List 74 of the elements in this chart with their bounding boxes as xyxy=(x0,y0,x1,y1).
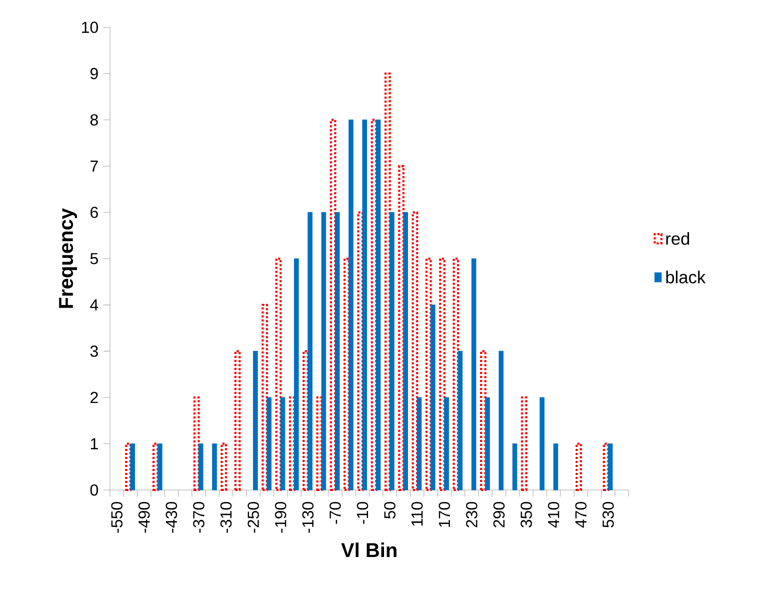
bar xyxy=(334,212,340,490)
bar xyxy=(430,304,436,490)
bar xyxy=(362,120,368,490)
y-tick-label: 7 xyxy=(90,160,98,172)
bar xyxy=(416,397,422,490)
x-tick-label: -130 xyxy=(302,502,314,533)
bar xyxy=(220,442,228,492)
bar xyxy=(262,304,268,492)
x-tick-label: -430 xyxy=(166,502,178,533)
x-tick-label: 530 xyxy=(602,502,614,528)
y-tick-label: 6 xyxy=(90,206,98,218)
bar xyxy=(212,443,217,490)
bar xyxy=(471,258,476,490)
bar xyxy=(398,165,405,492)
y-tick-label: 3 xyxy=(90,346,98,357)
bar xyxy=(384,72,391,492)
bar xyxy=(403,212,408,490)
bar xyxy=(280,397,286,490)
bar xyxy=(348,120,354,490)
y-tick-label: 5 xyxy=(90,253,98,264)
bar xyxy=(512,443,518,490)
bar xyxy=(444,397,449,490)
y-tick-label: 10 xyxy=(82,22,98,33)
bar xyxy=(266,397,272,490)
x-tick-label: -490 xyxy=(138,502,150,533)
bar xyxy=(376,120,381,490)
y-tick-label: 2 xyxy=(90,392,98,404)
x-tick-label: -310 xyxy=(220,502,232,533)
bar xyxy=(540,397,544,490)
bar xyxy=(193,396,200,492)
bar xyxy=(390,212,394,490)
x-tick-label: 410 xyxy=(548,502,560,528)
bar xyxy=(308,212,312,490)
bar xyxy=(234,350,241,492)
x-tick-label: 470 xyxy=(575,502,587,528)
bar xyxy=(576,442,582,492)
y-tick-label: 0 xyxy=(90,484,98,496)
x-tick-label: -70 xyxy=(330,502,341,524)
x-tick-label: -10 xyxy=(356,502,368,524)
x-tick-label: 170 xyxy=(438,502,450,527)
bar xyxy=(458,350,463,490)
x-tick-label: -550 xyxy=(111,502,122,533)
bar xyxy=(520,396,528,492)
bar xyxy=(439,258,446,492)
legend-label: red xyxy=(666,232,690,245)
y-axis-title: Frequency xyxy=(59,208,77,308)
x-tick-label: 50 xyxy=(384,502,396,519)
bar xyxy=(608,443,613,490)
x-tick-label: -370 xyxy=(193,502,204,533)
bar xyxy=(253,350,258,490)
bar xyxy=(553,443,558,490)
y-tick-label: 9 xyxy=(90,68,98,80)
x-axis-title: Vl Bin xyxy=(341,542,396,558)
legend-label: black xyxy=(666,270,706,284)
bar xyxy=(158,443,162,490)
x-tick-label: -190 xyxy=(274,502,286,533)
bar xyxy=(275,258,282,492)
bar xyxy=(480,350,486,492)
bar xyxy=(485,397,490,490)
y-tick-label: 1 xyxy=(90,438,98,450)
bar xyxy=(412,211,418,492)
x-tick-label: 110 xyxy=(411,502,423,526)
x-tick-label: 290 xyxy=(493,502,505,528)
bar xyxy=(294,258,299,490)
bar xyxy=(130,443,136,490)
x-tick-label: -250 xyxy=(248,502,259,533)
x-tick-label: 230 xyxy=(466,502,478,528)
x-tick-label: 350 xyxy=(520,502,532,528)
bar xyxy=(498,350,504,490)
bar xyxy=(330,118,336,492)
bar xyxy=(321,212,326,490)
y-tick-label: 8 xyxy=(90,114,98,126)
y-tick-label: 4 xyxy=(90,299,98,310)
bar xyxy=(198,443,204,490)
